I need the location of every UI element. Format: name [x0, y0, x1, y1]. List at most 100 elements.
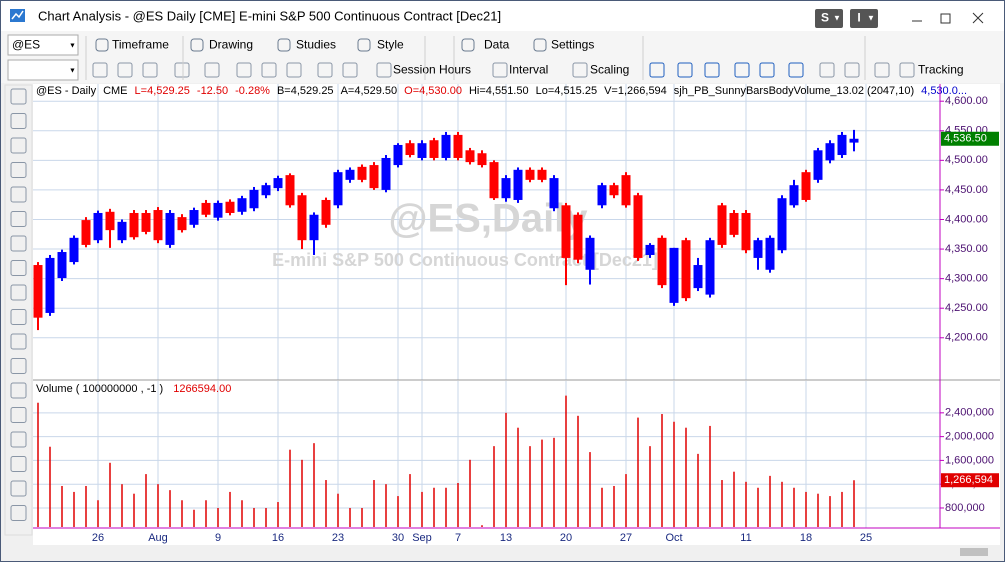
menu-session-hours[interactable]: Session Hours [393, 63, 471, 77]
drawing-tool[interactable] [10, 431, 27, 448]
last-volume-box [941, 473, 999, 488]
dropdown-arrow: ▼ [833, 14, 841, 23]
candle-body [357, 166, 367, 180]
drawing-tool[interactable] [10, 260, 27, 276]
candle-body [165, 212, 175, 245]
drawing-tool[interactable] [10, 137, 27, 154]
toolbar-icon[interactable] [844, 62, 860, 78]
menu-timeframe[interactable]: Timeframe [112, 38, 169, 52]
candle-body [717, 205, 727, 245]
toolbar-icon[interactable] [142, 62, 158, 78]
toolbar [1, 31, 1004, 83]
menu-data[interactable]: Data [484, 38, 510, 52]
drawing-tool[interactable] [10, 113, 27, 129]
drawing-tool[interactable] [10, 235, 27, 252]
symbol-box[interactable] [7, 34, 79, 56]
candle-body [801, 172, 811, 200]
toolbar-icon[interactable] [572, 62, 588, 78]
toolbar-icon[interactable] [92, 62, 108, 78]
drawing-tool[interactable] [10, 456, 27, 472]
menu-tracking[interactable]: Tracking [918, 63, 964, 77]
toolbar-icon[interactable] [236, 62, 252, 78]
candle-body [417, 143, 427, 158]
candle-body [285, 175, 295, 206]
candle-body [453, 134, 463, 158]
watermark: E-mini S&P 500 Continuous Contract [Dec2… [272, 250, 658, 270]
toolbar-icon[interactable] [533, 38, 547, 52]
toolbar-icon[interactable] [899, 62, 915, 78]
menu-scaling[interactable]: Scaling [590, 63, 629, 77]
toolbar-icon[interactable] [190, 38, 204, 52]
symbol-text[interactable]: @ES [12, 38, 40, 52]
interval-box[interactable] [7, 59, 79, 81]
app-icon-glyph [11, 10, 24, 20]
toolbar-icon[interactable] [788, 62, 804, 78]
toolbar-icon[interactable] [677, 62, 693, 78]
menu-settings[interactable]: Settings [551, 38, 594, 52]
toolbar-icon[interactable] [317, 62, 333, 78]
toolbar-icon[interactable] [759, 62, 775, 78]
x-tick-label: Oct [665, 532, 682, 544]
candle-body [345, 169, 355, 180]
scrollbar-thumb[interactable] [960, 548, 988, 556]
s-button-label[interactable]: S [821, 11, 829, 25]
drawing-tool[interactable] [10, 480, 27, 497]
toolbar-icon[interactable] [286, 62, 302, 78]
drawing-tool[interactable] [10, 186, 27, 203]
menu-interval[interactable]: Interval [509, 63, 548, 77]
header-item: Lo=4,515.25 [536, 85, 597, 97]
candle-body [297, 195, 307, 241]
candle-body [549, 178, 559, 209]
header-item: O=4,530.00 [404, 85, 462, 97]
toolbar-icon[interactable] [204, 62, 220, 78]
toolbar-icon[interactable] [734, 62, 750, 78]
last-price-box [941, 131, 999, 146]
toolbar-icon[interactable] [357, 38, 371, 52]
drawing-tool[interactable] [10, 505, 27, 521]
drawing-tool[interactable] [10, 358, 27, 374]
x-tick-label: 26 [92, 532, 104, 544]
drawing-tool[interactable] [10, 162, 27, 178]
toolbar-icon[interactable] [277, 38, 291, 52]
toolbar-icon[interactable] [461, 38, 475, 52]
drawing-tool[interactable] [10, 309, 27, 325]
toolbar-icon[interactable] [117, 62, 133, 78]
i-button[interactable] [850, 9, 878, 28]
y-tick-label: 4,500.00 [945, 154, 988, 166]
candle-body [621, 175, 631, 206]
toolbar-icon[interactable] [819, 62, 835, 78]
drawing-tool[interactable] [10, 284, 27, 301]
i-button-label[interactable]: I [857, 11, 860, 25]
maximize-button[interactable] [940, 13, 951, 24]
drawing-tool[interactable] [10, 88, 27, 105]
s-button[interactable] [815, 9, 843, 28]
last-volume-label: 1,266,594 [944, 474, 993, 486]
candle-body [321, 199, 331, 225]
candle-body [477, 153, 487, 166]
candle-body [225, 201, 235, 213]
menu-style[interactable]: Style [377, 38, 404, 52]
toolbar-icon[interactable] [261, 62, 277, 78]
candle-body [597, 185, 607, 206]
dropdown-arrow: ▼ [69, 42, 76, 49]
candle-body [765, 237, 775, 270]
candle-body [705, 240, 715, 295]
header-item: 4,530.0... [921, 85, 967, 97]
toolbar-icon[interactable] [174, 62, 190, 78]
toolbar-icon[interactable] [649, 62, 665, 78]
candle-body [465, 150, 475, 163]
drawing-tool[interactable] [10, 382, 27, 399]
drawing-tool[interactable] [10, 211, 27, 227]
toolbar-icon[interactable] [874, 62, 890, 78]
toolbar-icon[interactable] [492, 62, 508, 78]
toolbar-icon[interactable] [95, 38, 109, 52]
toolbar-icon[interactable] [376, 62, 392, 78]
toolbar-icon[interactable] [704, 62, 720, 78]
drawing-tool[interactable] [10, 333, 27, 350]
toolbar-icon[interactable] [342, 62, 358, 78]
close-button[interactable] [972, 12, 984, 24]
menu-studies[interactable]: Studies [296, 38, 336, 52]
menu-drawing[interactable]: Drawing [209, 38, 253, 52]
drawing-tool[interactable] [10, 407, 27, 423]
candle-body [249, 189, 259, 209]
